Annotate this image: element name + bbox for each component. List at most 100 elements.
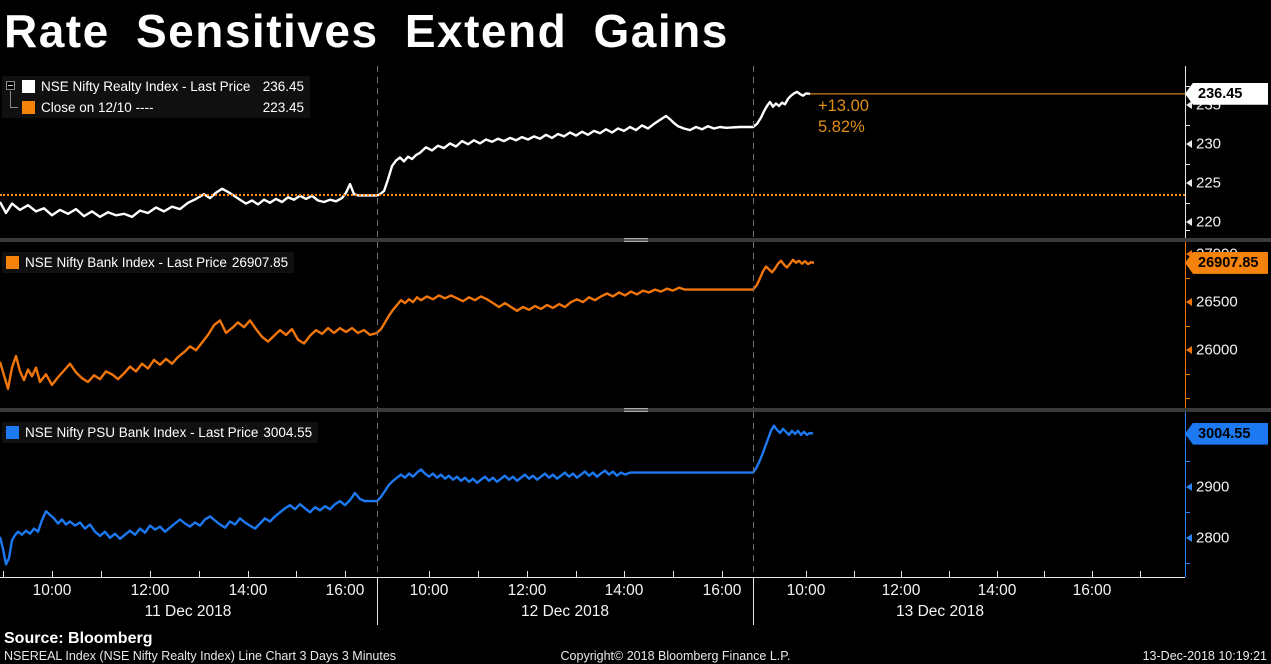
y-minor-tick (1186, 512, 1190, 514)
legend-collapse-icon[interactable] (6, 81, 15, 90)
copyright-text: Copyright© 2018 Bloomberg Finance L.P. (560, 649, 791, 663)
psubank-plot-area[interactable]: NSE Nifty PSU Bank Index - Last Price 30… (0, 412, 1185, 577)
y-minor-tick (1186, 461, 1190, 463)
x-hour-tick (901, 571, 902, 577)
x-hour-tick (949, 571, 950, 577)
y-tick-arrow-icon (1186, 179, 1192, 188)
timestamp: 13-Dec-2018 10:19:21 (1142, 649, 1268, 663)
chart-title: Rate Sensitives Extend Gains (4, 5, 729, 57)
day-divider-line (753, 66, 754, 238)
y-tick-label: 230 (1196, 135, 1222, 153)
x-hour-tick (997, 571, 998, 577)
y-minor-tick (1186, 124, 1190, 126)
y-tick-arrow-icon (1186, 140, 1192, 149)
y-tick-arrow-icon (1186, 346, 1192, 355)
y-tick-arrow-icon (1186, 101, 1192, 110)
y-tick-arrow-icon (1186, 533, 1192, 542)
separator-drag-handle-icon[interactable] (624, 238, 648, 242)
realty-series-line (0, 90, 811, 219)
x-date-label: 13 Dec 2018 (896, 603, 984, 620)
x-hour-tick (673, 571, 674, 577)
x-axis: 10:00 12:00 14:00 16:00 10:00 12:00 14:00 16:00… (0, 571, 1271, 630)
y-minor-tick (1186, 202, 1190, 204)
x-hour-tick (1140, 571, 1141, 577)
bank-swatch (6, 256, 19, 269)
tree-connector-icon (10, 91, 18, 108)
y-minor-tick (1186, 163, 1190, 165)
x-date-label: 12 Dec 2018 (521, 603, 609, 620)
day-divider-line (753, 242, 754, 408)
y-minor-tick (1186, 85, 1190, 87)
legend-tree (6, 76, 19, 97)
day-divider-line (377, 242, 378, 408)
x-hour-tick (3, 571, 4, 577)
panel-separator (0, 408, 1271, 412)
change-points: +13.00 (818, 97, 869, 115)
realty-change-annotation: +13.00 5.82% (818, 96, 869, 138)
x-hour-tick (296, 571, 297, 577)
x-time-label: 16:00 (702, 582, 742, 599)
bank-plot-area[interactable]: NSE Nifty Bank Index - Last Price 26907.… (0, 242, 1185, 408)
legend-label: Close on 12/10 ---- (41, 100, 154, 115)
x-axis-line (0, 577, 1185, 578)
legend-tree (6, 91, 19, 118)
legend-label: NSE Nifty Realty Index - Last Price (41, 79, 251, 94)
y-tick-label: 225 (1196, 174, 1222, 192)
y-tick-label: 26000 (1196, 341, 1238, 359)
realty-y-axis: 236.45 235 230 225 220 (1185, 66, 1271, 238)
bank-y-axis: 26907.85 270002650026000 (1185, 242, 1271, 408)
x-hour-tick (101, 571, 102, 577)
legend-value: 26907.85 (231, 255, 289, 270)
bank-legend: NSE Nifty Bank Index - Last Price 26907.… (2, 252, 295, 273)
realty-last-price-badge: 236.45 (1185, 82, 1268, 105)
psubank-y-axis: 3004.55 300029002800 (1185, 412, 1271, 577)
psubank-legend: NSE Nifty PSU Bank Index - Last Price 30… (2, 422, 319, 443)
y-minor-tick (1186, 278, 1190, 280)
x-hour-tick (1092, 571, 1093, 577)
bank-last-price-badge: 26907.85 (1185, 251, 1268, 274)
y-minor-tick (1186, 398, 1190, 400)
y-tick-label: 2800 (1196, 529, 1230, 547)
realty-prev-close-line (0, 194, 1185, 197)
x-time-label: 12:00 (507, 582, 547, 599)
x-hour-tick (248, 571, 249, 577)
x-time-label: 14:00 (228, 582, 268, 599)
legend-row-bank[interactable]: NSE Nifty Bank Index - Last Price 26907.… (2, 252, 295, 273)
x-hour-tick (722, 571, 723, 577)
y-tick-arrow-icon (1186, 298, 1192, 307)
realty-axis-line (1185, 66, 1186, 238)
day-divider-line (753, 412, 754, 577)
y-tick-label: 26500 (1196, 293, 1238, 311)
realty-series-svg (0, 90, 1185, 219)
x-hour-tick (576, 571, 577, 577)
chart-description: NSEREAL Index (NSE Nifty Realty Index) L… (4, 649, 397, 663)
bank-series-svg (0, 258, 815, 391)
y-minor-tick (1186, 374, 1190, 376)
legend-label: NSE Nifty Bank Index - Last Price (25, 255, 227, 270)
legend-row-prev-close[interactable]: Close on 12/10 ---- 223.45 (2, 91, 310, 118)
bank-series-line (0, 258, 815, 391)
y-minor-tick (1186, 563, 1190, 565)
x-hour-tick (52, 571, 53, 577)
psubank-series-line (0, 424, 814, 566)
y-tick-arrow-icon (1186, 218, 1192, 227)
legend-row-realty[interactable]: NSE Nifty Realty Index - Last Price 236.… (2, 76, 310, 97)
panel-separator (0, 238, 1271, 242)
y-tick-arrow-icon (1186, 250, 1192, 258)
psubank-series-svg (0, 424, 814, 566)
x-hour-tick (624, 571, 625, 577)
day-divider-line (377, 66, 378, 238)
legend-row-psubank[interactable]: NSE Nifty PSU Bank Index - Last Price 30… (2, 422, 319, 443)
legend-value: 3004.55 (263, 425, 313, 440)
psubank-axis-line (1185, 412, 1186, 577)
x-time-label: 14:00 (604, 582, 644, 599)
x-hour-tick (854, 571, 855, 577)
realty-plot-area[interactable]: +13.00 5.82% NSE Nifty Realty Index - La… (0, 66, 1185, 238)
x-time-label: 16:00 (1072, 582, 1112, 599)
x-time-label: 10:00 (32, 582, 72, 599)
separator-drag-handle-icon[interactable] (624, 408, 648, 412)
source-label: Source: Bloomberg (4, 630, 153, 647)
x-hour-tick (429, 571, 430, 577)
x-hour-tick (199, 571, 200, 577)
